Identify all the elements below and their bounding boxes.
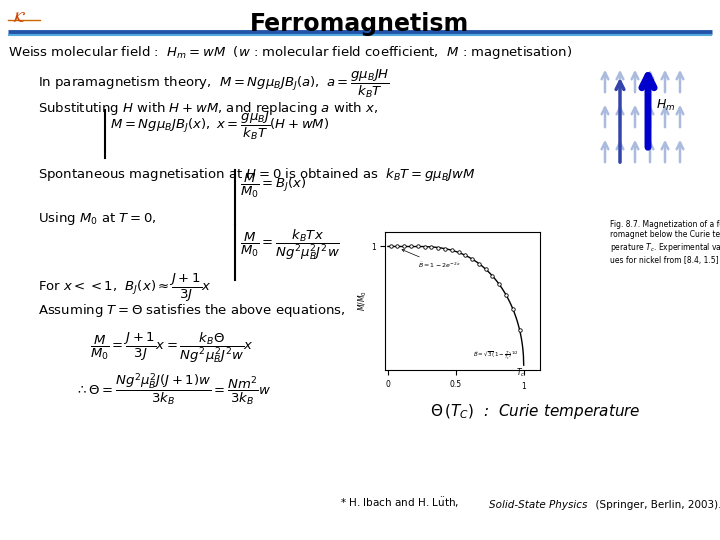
Text: $\tilde{B}=\sqrt{3}(1-\frac{T}{T_c})^{1/2}$: $\tilde{B}=\sqrt{3}(1-\frac{T}{T_c})^{1/… — [474, 349, 519, 361]
Text: $H_m$: $H_m$ — [656, 97, 675, 112]
Text: Ferromagnetism: Ferromagnetism — [251, 12, 469, 36]
Text: $\tilde{B}=1-2e^{-2\tilde{x}}$: $\tilde{B}=1-2e^{-2\tilde{x}}$ — [402, 249, 461, 270]
Text: Weiss molecular field :  $H_m = wM$  ($w$ : molecular field coefficient,  $M$ : : Weiss molecular field : $H_m = wM$ ($w$ … — [8, 44, 572, 61]
Text: Assuming $T = \Theta$ satisfies the above equations,: Assuming $T = \Theta$ satisfies the abov… — [38, 302, 346, 319]
Text: $\dfrac{M}{M_0} = B_J(x)$: $\dfrac{M}{M_0} = B_J(x)$ — [240, 172, 307, 200]
Text: Solid-State Physics: Solid-State Physics — [489, 500, 588, 510]
Text: Using $M_0$ at $T = 0$,: Using $M_0$ at $T = 0$, — [38, 210, 156, 227]
Text: Fig. 8.7. Magnetization of a fer-
romagnet below the Curie tem-
perature $T_c$. : Fig. 8.7. Magnetization of a fer- romagn… — [610, 220, 720, 265]
Text: $\dfrac{M}{M_0} = \dfrac{k_BTx}{Ng^2\mu_B^2J^2w}$: $\dfrac{M}{M_0} = \dfrac{k_BTx}{Ng^2\mu_… — [240, 227, 340, 262]
Text: $\mathcal{K}$: $\mathcal{K}$ — [12, 10, 26, 25]
Text: $\dfrac{M}{M_0} = \dfrac{J+1}{3J}x = \dfrac{k_B\Theta}{Ng^2\mu_B^2J^2w}x$: $\dfrac{M}{M_0} = \dfrac{J+1}{3J}x = \df… — [90, 330, 254, 365]
Text: $T_c$: $T_c$ — [516, 366, 525, 379]
Text: * H. Ibach and H. L$\ddot{\rm u}$th,: * H. Ibach and H. L$\ddot{\rm u}$th, — [340, 496, 463, 510]
Text: $\therefore \Theta = \dfrac{Ng^2\mu_B^2J(J+1)w}{3k_B} = \dfrac{Nm^2}{3k_B}w$: $\therefore \Theta = \dfrac{Ng^2\mu_B^2J… — [75, 372, 271, 408]
Text: In paramagnetism theory,  $M = Ng\mu_B JB_J(a),\ a = \dfrac{g\mu_B JH}{k_BT}$: In paramagnetism theory, $M = Ng\mu_B JB… — [38, 68, 390, 100]
Text: Spontaneous magnetisation at $H = 0$ is obtained as  $k_BT = g\mu_B JwM$: Spontaneous magnetisation at $H = 0$ is … — [38, 166, 476, 183]
Text: $\Theta\,(T_C)$  :  Curie temperature: $\Theta\,(T_C)$ : Curie temperature — [430, 402, 641, 421]
Text: For $x << 1$,  $B_J(x) \approx \dfrac{J+1}{3J}x$: For $x << 1$, $B_J(x) \approx \dfrac{J+1… — [38, 272, 212, 304]
Text: Substituting $H$ with $H + wM$, and replacing $a$ with $x$,: Substituting $H$ with $H + wM$, and repl… — [38, 100, 378, 117]
Text: $M = Ng\mu_B JB_J(x),\ x = \dfrac{g\mu_B J}{k_BT}(H + wM)$: $M = Ng\mu_B JB_J(x),\ x = \dfrac{g\mu_B… — [110, 110, 330, 142]
Text: (Springer, Berlin, 2003).: (Springer, Berlin, 2003). — [589, 500, 720, 510]
Y-axis label: $M/M_0$: $M/M_0$ — [357, 291, 369, 312]
